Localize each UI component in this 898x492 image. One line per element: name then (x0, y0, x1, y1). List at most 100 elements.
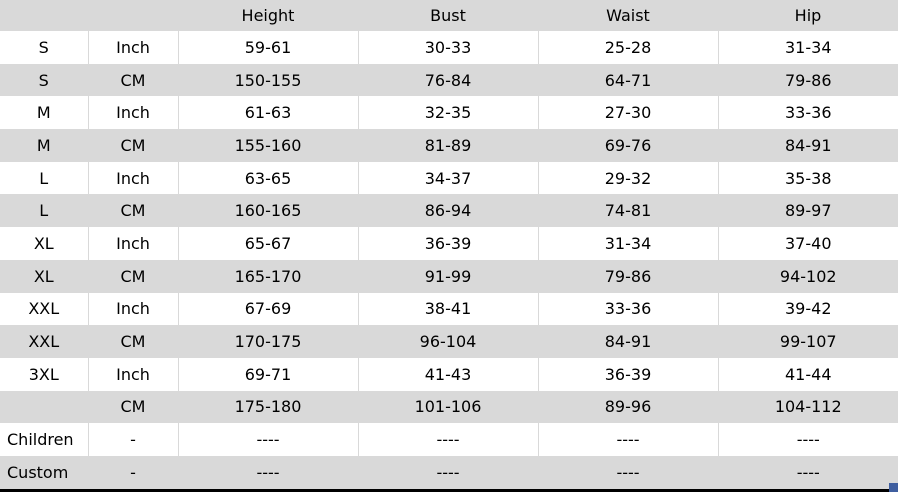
cell-hip: ---- (717, 455, 898, 492)
cell-bust: 101-106 (357, 390, 538, 424)
cell-unit: Inch (87, 161, 178, 195)
cell-bust: 32-35 (357, 96, 538, 130)
table-row: S CM 150-155 76-84 64-71 79-86 (0, 63, 898, 97)
cell-unit: - (87, 455, 178, 492)
table-row: Children - ---- ---- ---- ---- (0, 423, 898, 456)
cell-unit: Inch (87, 357, 178, 391)
table-row: L Inch 63-65 34-37 29-32 35-38 (0, 161, 898, 195)
cell-unit: - (87, 423, 178, 456)
cell-bust: 30-33 (357, 31, 538, 64)
cell-hip: 94-102 (717, 259, 898, 293)
cell-hip: 79-86 (717, 63, 898, 97)
cell-size: XL (0, 227, 88, 260)
cell-unit: CM (87, 259, 178, 293)
cell-height: 59-61 (177, 31, 358, 64)
cell-height: 63-65 (177, 161, 358, 195)
cell-unit: Inch (87, 96, 178, 130)
cell-height: ---- (177, 423, 358, 456)
cell-waist: 36-39 (537, 357, 718, 391)
cell-size: Custom (0, 455, 88, 492)
cell-hip: 104-112 (717, 390, 898, 424)
cell-waist: ---- (537, 423, 718, 456)
cell-bust: ---- (357, 455, 538, 492)
cell-height: 61-63 (177, 96, 358, 130)
cell-height: 65-67 (177, 227, 358, 260)
column-header-size (0, 0, 88, 31)
table-body: S Inch 59-61 30-33 25-28 31-34 S CM 150-155 76-84… (0, 31, 898, 492)
cell-bust: 41-43 (357, 357, 538, 391)
column-header-hip: Hip (718, 0, 898, 31)
cell-unit: Inch (87, 227, 178, 260)
table-row: XXL Inch 67-69 38-41 33-36 39-42 (0, 292, 898, 326)
cell-unit: Inch (87, 31, 178, 64)
column-header-unit (88, 0, 178, 31)
table-row: XL Inch 65-67 36-39 31-34 37-40 (0, 227, 898, 260)
cell-height: 170-175 (177, 325, 358, 358)
cell-size: XXL (0, 325, 88, 358)
cell-waist: 84-91 (537, 325, 718, 358)
column-header-waist: Waist (538, 0, 718, 31)
cell-bust: ---- (357, 423, 538, 456)
cell-size: S (0, 63, 88, 97)
cell-hip: 37-40 (717, 227, 898, 260)
cell-bust: 81-89 (357, 129, 538, 162)
cell-hip: 33-36 (717, 96, 898, 130)
cell-height: 150-155 (177, 63, 358, 97)
cell-size: 3XL (0, 357, 88, 391)
cell-waist: 74-81 (537, 194, 718, 228)
cell-size: L (0, 194, 88, 228)
column-header-bust: Bust (358, 0, 538, 31)
column-header-height: Height (178, 0, 358, 31)
cell-waist: 69-76 (537, 129, 718, 162)
cell-bust: 86-94 (357, 194, 538, 228)
cell-hip: 99-107 (717, 325, 898, 358)
header-row: Height Bust Waist Hip (0, 0, 898, 31)
cell-waist: 89-96 (537, 390, 718, 424)
cell-size: S (0, 31, 88, 64)
cell-hip: 89-97 (717, 194, 898, 228)
table-row: M CM 155-160 81-89 69-76 84-91 (0, 129, 898, 162)
cell-hip: 41-44 (717, 357, 898, 391)
cell-hip: ---- (717, 423, 898, 456)
cell-size (0, 390, 88, 424)
cell-height: 67-69 (177, 292, 358, 326)
cell-height: 165-170 (177, 259, 358, 293)
cell-waist: 79-86 (537, 259, 718, 293)
cell-waist: 25-28 (537, 31, 718, 64)
table-row: L CM 160-165 86-94 74-81 89-97 (0, 194, 898, 228)
cell-waist: 31-34 (537, 227, 718, 260)
resize-handle-icon[interactable] (889, 483, 898, 492)
cell-height: 69-71 (177, 357, 358, 391)
cell-bust: 96-104 (357, 325, 538, 358)
cell-height: 175-180 (177, 390, 358, 424)
cell-hip: 84-91 (717, 129, 898, 162)
cell-size: XL (0, 259, 88, 293)
table-row: M Inch 61-63 32-35 27-30 33-36 (0, 96, 898, 130)
table-row: CM 175-180 101-106 89-96 104-112 (0, 390, 898, 424)
cell-hip: 39-42 (717, 292, 898, 326)
cell-waist: 29-32 (537, 161, 718, 195)
cell-bust: 91-99 (357, 259, 538, 293)
cell-unit: CM (87, 63, 178, 97)
cell-waist: 64-71 (537, 63, 718, 97)
cell-bust: 38-41 (357, 292, 538, 326)
cell-waist: ---- (537, 455, 718, 492)
table-row: S Inch 59-61 30-33 25-28 31-34 (0, 31, 898, 64)
cell-size: M (0, 96, 88, 130)
cell-height: 160-165 (177, 194, 358, 228)
cell-height: ---- (177, 455, 358, 492)
cell-bust: 36-39 (357, 227, 538, 260)
cell-unit: CM (87, 129, 178, 162)
table-row: XL CM 165-170 91-99 79-86 94-102 (0, 259, 898, 293)
cell-size: L (0, 161, 88, 195)
cell-bust: 34-37 (357, 161, 538, 195)
cell-unit: CM (87, 390, 178, 424)
cell-bust: 76-84 (357, 63, 538, 97)
cell-hip: 35-38 (717, 161, 898, 195)
cell-size: Children (0, 423, 88, 456)
cell-size: M (0, 129, 88, 162)
table-row: 3XL Inch 69-71 41-43 36-39 41-44 (0, 357, 898, 391)
cell-unit: Inch (87, 292, 178, 326)
